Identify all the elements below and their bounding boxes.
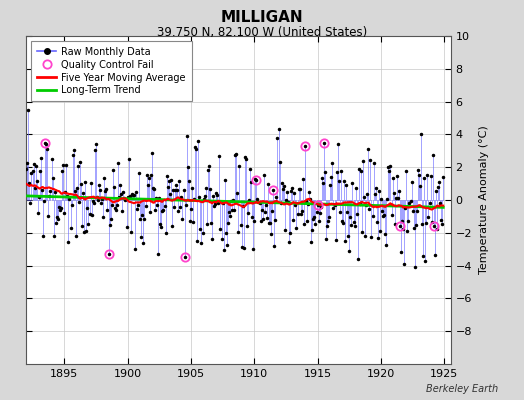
Text: Berkeley Earth: Berkeley Earth: [425, 384, 498, 394]
Legend: Raw Monthly Data, Quality Control Fail, Five Year Moving Average, Long-Term Tren: Raw Monthly Data, Quality Control Fail, …: [31, 41, 192, 101]
Y-axis label: Temperature Anomaly (°C): Temperature Anomaly (°C): [479, 126, 489, 274]
Text: 39.750 N, 82.100 W (United States): 39.750 N, 82.100 W (United States): [157, 26, 367, 39]
Text: MILLIGAN: MILLIGAN: [221, 10, 303, 25]
